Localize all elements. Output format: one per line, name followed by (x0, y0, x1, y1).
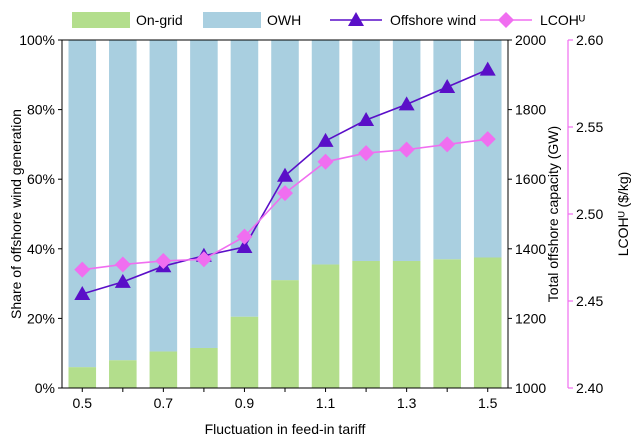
x-axis-title: Fluctuation in feed-in tariff (205, 421, 366, 437)
lcoh-marker (439, 136, 456, 153)
lcoh-marker (74, 261, 91, 278)
bar-on-grid (352, 260, 380, 388)
right-tick-label: 1000 (515, 380, 546, 396)
x-tick-label: 1.5 (478, 395, 498, 411)
bar-on-grid (271, 280, 299, 388)
bar-owh (473, 40, 502, 258)
bar-owh (311, 40, 340, 265)
right-axis-title: Total offshore capacity (GW) (545, 126, 561, 302)
x-tick-label: 0.9 (235, 395, 255, 411)
lcoh-marker (114, 256, 131, 273)
legend-owh-swatch (203, 12, 261, 28)
offshore-wind-marker (317, 132, 334, 147)
offshore-wind-marker (358, 112, 375, 127)
lcoh-tick-label: 2.50 (576, 206, 603, 222)
left-tick-label: 40% (27, 241, 55, 257)
x-tick-label: 1.1 (316, 395, 336, 411)
legend-on-grid-swatch (72, 12, 130, 28)
bar-on-grid (68, 367, 97, 388)
left-tick-label: 0% (35, 380, 55, 396)
legend-offshore-wind-marker (348, 12, 364, 26)
legend-lcoh-marker (498, 12, 514, 28)
left-tick-label: 100% (19, 32, 55, 48)
right-tick-label: 1400 (515, 241, 546, 257)
offshore-wind-marker (236, 239, 253, 254)
bar-owh (68, 40, 97, 368)
x-tick-label: 0.5 (73, 395, 93, 411)
lcoh-tick-label: 2.55 (576, 119, 603, 135)
lcoh-tick-label: 2.45 (576, 293, 603, 309)
bar-on-grid (473, 257, 502, 388)
legend-owh-label: OWH (267, 12, 301, 28)
offshore-wind-marker (439, 78, 456, 93)
left-tick-label: 20% (27, 310, 55, 326)
bar-on-grid (230, 316, 259, 388)
bar-owh (190, 40, 218, 348)
right-tick-label: 2000 (515, 32, 546, 48)
legend-lcoh-label: LCOHᵁ (540, 12, 585, 28)
offshore-wind-marker (74, 286, 91, 301)
legend-offshore-wind-label: Offshore wind (390, 12, 476, 28)
left-tick-label: 80% (27, 102, 55, 118)
lcoh-tick-label: 2.60 (576, 32, 603, 48)
bar-layer (68, 40, 502, 388)
bar-on-grid (392, 260, 421, 388)
lcoh-axis-title: LCOHᵁ ($/kg) (615, 172, 631, 257)
x-tick-label: 0.7 (154, 395, 174, 411)
offshore-wind-marker (398, 96, 415, 111)
lcoh-marker (317, 153, 334, 170)
lcoh-marker (195, 251, 212, 268)
lcoh-marker (479, 131, 496, 148)
offshore-wind-marker (479, 61, 496, 76)
bar-on-grid (190, 347, 218, 388)
bar-owh (271, 40, 299, 281)
bar-on-grid (149, 351, 178, 388)
left-axis-title: Share of offshore wind generation (8, 109, 24, 319)
bar-owh (230, 40, 259, 317)
lcoh-marker (277, 185, 293, 202)
offshore-wind-marker (277, 167, 293, 182)
bar-on-grid (311, 264, 340, 388)
lcoh-marker (358, 145, 375, 162)
right-tick-label: 1800 (515, 102, 546, 118)
axes-layer: 0% 20% 40% 60% 80% 100% 1000 1200 1400 1600 1800 20… (8, 32, 631, 437)
bar-on-grid (109, 360, 137, 388)
lcoh-marker (236, 228, 253, 245)
right-tick-label: 1600 (515, 171, 546, 187)
line-layer (74, 61, 496, 301)
lcoh-marker (398, 141, 415, 158)
bar-owh (109, 40, 137, 361)
legend: On-grid OWH Offshore wind LCOHᵁ (72, 12, 585, 28)
x-tick-label: 1.3 (397, 395, 417, 411)
lcoh-marker (155, 252, 172, 269)
bar-owh (149, 40, 178, 352)
legend-on-grid-label: On-grid (136, 12, 183, 28)
lcoh-tick-label: 2.40 (576, 380, 603, 396)
bar-on-grid (433, 259, 461, 388)
right-tick-label: 1200 (515, 310, 546, 326)
offshore-wind-marker (114, 273, 131, 288)
left-tick-label: 60% (27, 171, 55, 187)
